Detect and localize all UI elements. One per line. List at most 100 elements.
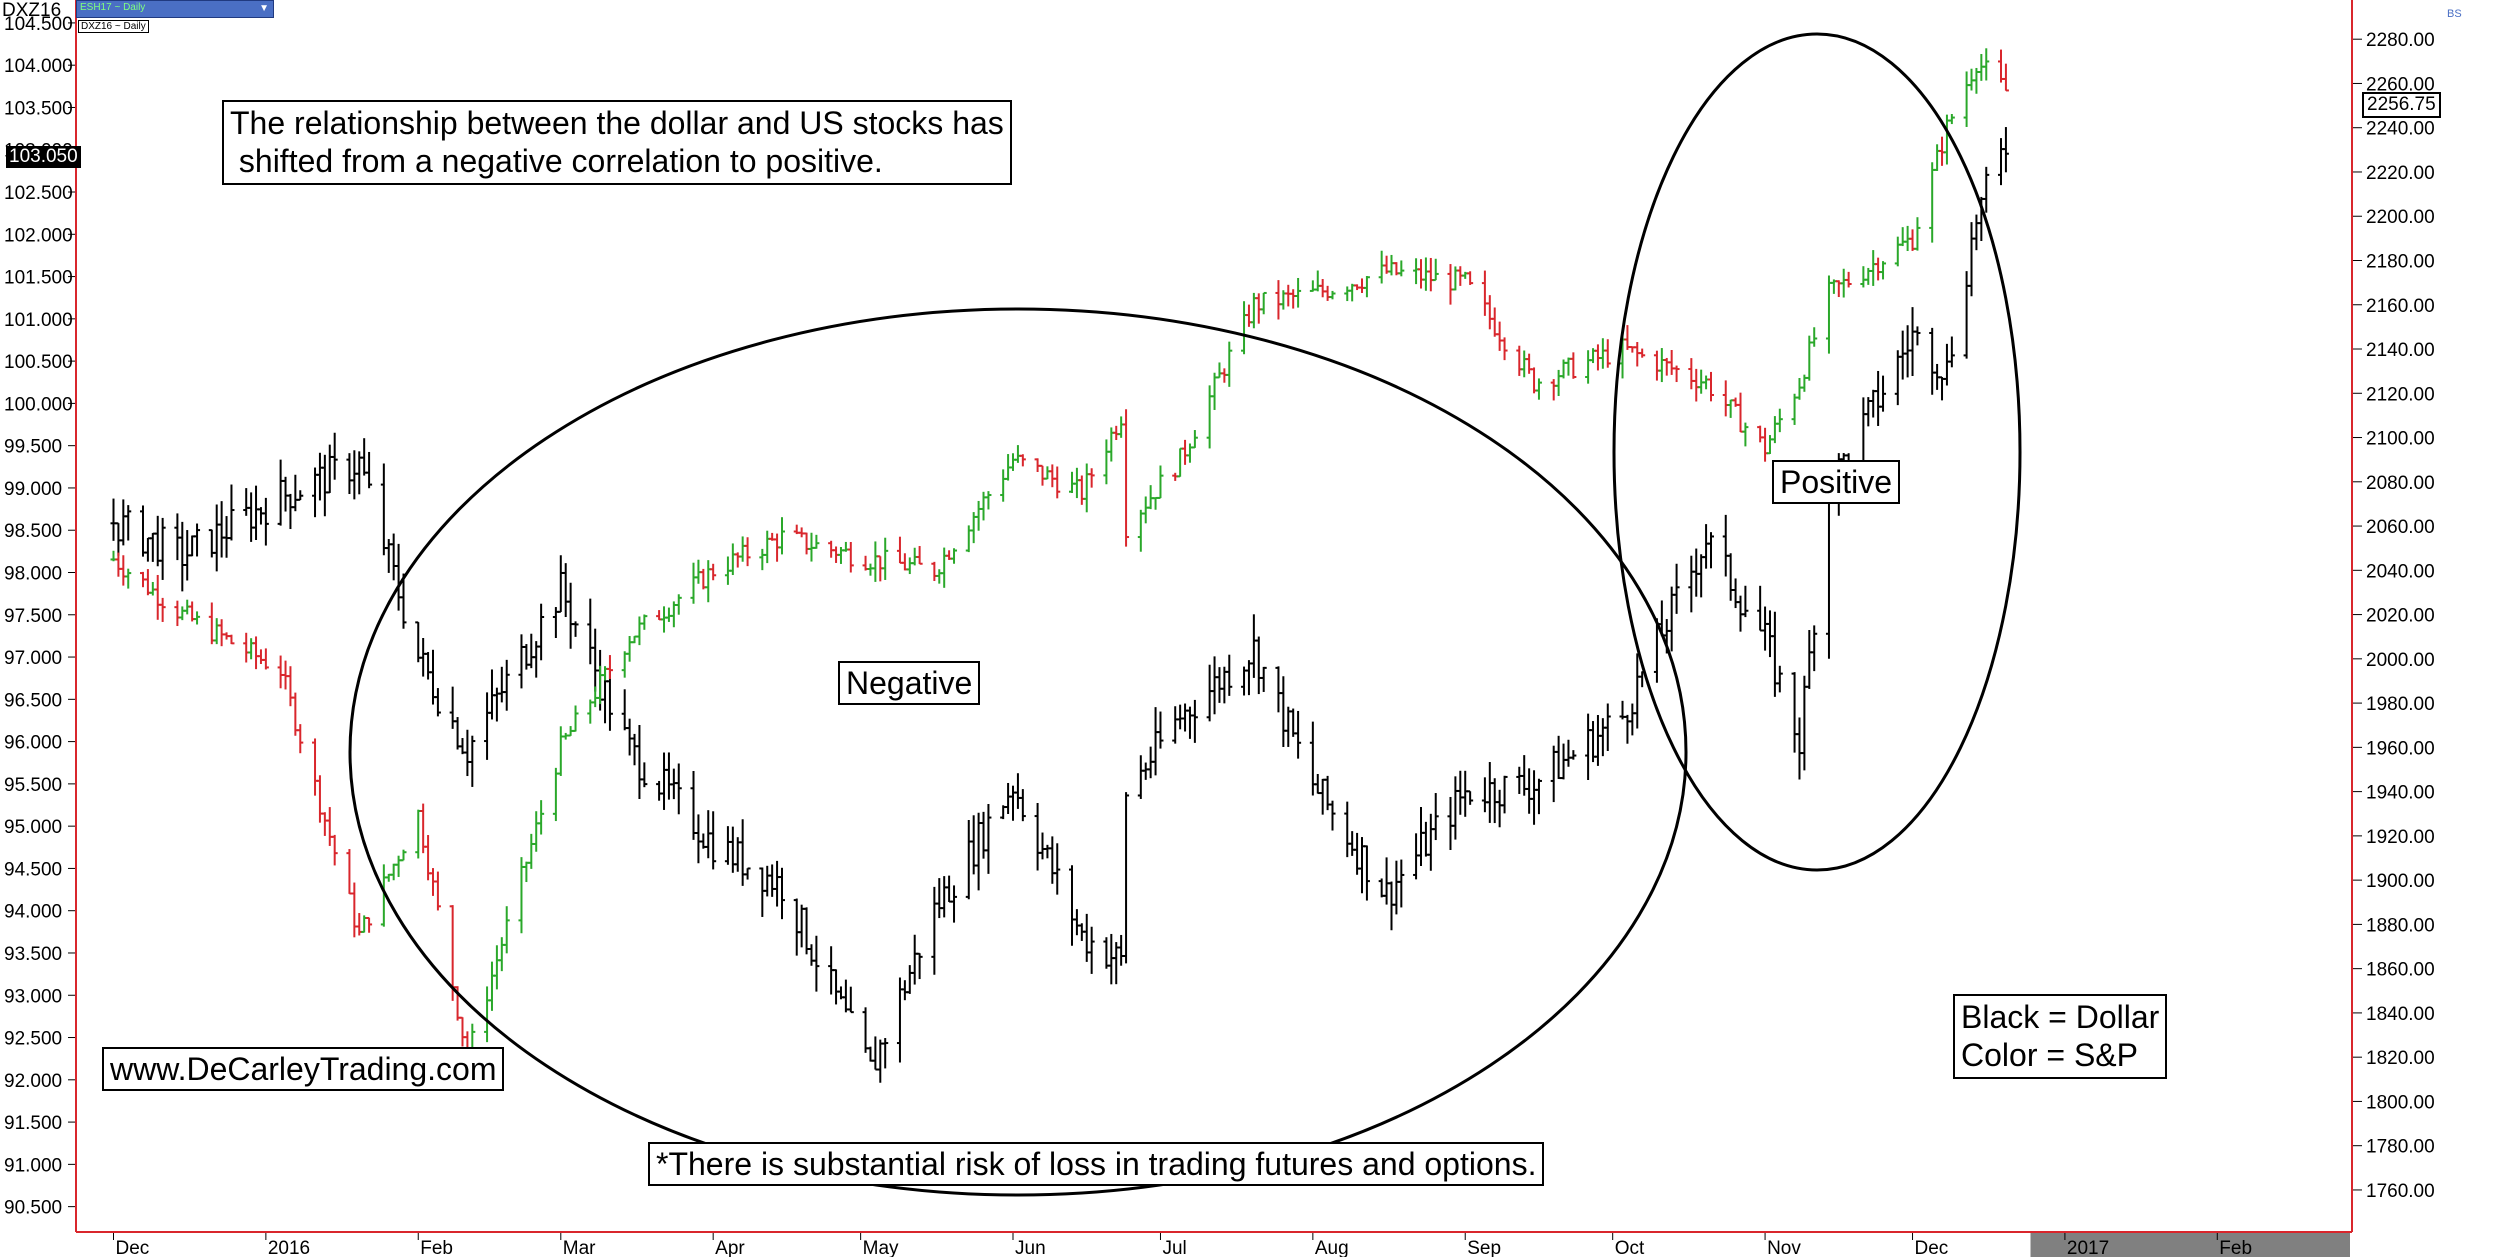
sp-bar <box>1634 342 1641 367</box>
dollar-bar <box>1177 704 1184 730</box>
dollar-bar <box>1629 703 1636 736</box>
dollar-bar <box>808 944 815 966</box>
right-tick-label: 2020.00 <box>2366 606 2435 627</box>
sp-bar <box>1295 277 1302 308</box>
dollar-bar <box>449 686 456 729</box>
corner-mark[interactable]: BS <box>2447 8 2462 20</box>
sp-bar <box>144 569 151 596</box>
dollar-bar <box>587 598 594 665</box>
headline-annotation: The relationship between the dollar and … <box>222 100 1012 185</box>
sp-bar <box>420 803 427 854</box>
dollar-bar <box>1811 625 1818 672</box>
highlight-circles <box>348 32 2022 1197</box>
sp-bar <box>592 686 599 708</box>
right-tick: 2120.00 <box>2352 384 2435 405</box>
sp-bar <box>813 534 820 549</box>
dollar-bar <box>606 669 613 731</box>
dollar-bar <box>1073 909 1080 936</box>
left-tick: 92.500 <box>4 1029 76 1050</box>
dollar-bar <box>1191 699 1198 743</box>
sp-bar <box>710 563 717 581</box>
dollar-bar <box>1019 789 1026 822</box>
sp-bar <box>493 945 500 990</box>
secondary-series-label[interactable]: DXZ16 ~ Daily <box>78 20 149 33</box>
dollar-bar <box>1624 714 1631 744</box>
dollar-bar <box>636 725 643 799</box>
sp-bar <box>1349 283 1356 302</box>
right-tick: 1820.00 <box>2352 1048 2435 1069</box>
dollar-bar <box>518 634 525 689</box>
sp-bar <box>316 775 323 823</box>
dollar-bar <box>248 492 255 542</box>
dollar-bars <box>110 127 2009 1083</box>
dollar-bar <box>1707 532 1714 569</box>
sp-bar <box>729 543 736 576</box>
x-tick-label: Jun <box>1015 1238 1046 1257</box>
sp-bar <box>1413 258 1420 285</box>
sp-bar <box>867 563 874 576</box>
sp-bar <box>1275 280 1282 320</box>
sp-bar <box>484 986 491 1043</box>
dollar-bar <box>218 501 225 558</box>
dollar-bar <box>1467 790 1474 805</box>
dollar-bar <box>1157 711 1164 749</box>
left-tick: 96.500 <box>4 690 76 711</box>
x-tick-label: Feb <box>420 1238 453 1257</box>
dollar-bar <box>316 452 323 501</box>
dollar-bar <box>1668 586 1675 652</box>
right-tick: 2000.00 <box>2352 650 2435 671</box>
sp-bar <box>1398 260 1405 277</box>
left-tick: 99.000 <box>4 479 76 500</box>
dollar-bar <box>911 934 918 985</box>
series-selector-dropdown[interactable]: ESH17 ~ Daily ▼ <box>76 0 274 18</box>
dollar-bar <box>1172 706 1179 744</box>
sp-bar <box>1521 350 1528 378</box>
left-price-axis[interactable]: 104.500104.000103.500103.000102.500102.0… <box>4 14 76 1219</box>
dollar-bar <box>882 1038 889 1069</box>
sp-bar <box>803 532 810 555</box>
dollar-bar <box>1599 718 1606 757</box>
sp-bar <box>1378 250 1385 284</box>
sp-bar <box>1939 136 1946 166</box>
dollar-bar <box>503 659 510 711</box>
dollar-bar <box>1983 166 1990 213</box>
left-tick-label: 98.500 <box>4 521 62 542</box>
left-tick: 92.000 <box>4 1071 76 1092</box>
dollar-bar <box>1427 813 1434 871</box>
dollar-bar <box>2002 127 2009 173</box>
dollar-bar <box>395 543 402 611</box>
sp-bar <box>1796 377 1803 400</box>
dollar-bar <box>690 770 697 840</box>
sp-bar <box>351 882 358 938</box>
dollar-bar <box>1806 630 1813 689</box>
chevron-down-icon[interactable]: ▼ <box>259 3 269 14</box>
dollar-bar <box>1555 735 1562 780</box>
sp-bar <box>641 614 648 630</box>
dollar-bar <box>390 533 397 581</box>
dollar-bar <box>213 504 220 572</box>
time-axis[interactable]: Dec 2016 Feb Mar Apr May Jun Jul Aug Sep Oct Nov Dec… <box>112 1232 2350 1257</box>
dollar-bar <box>656 780 663 801</box>
right-tick-label: 1940.00 <box>2366 783 2435 804</box>
dollar-bar <box>1550 745 1557 803</box>
sp-bar <box>778 517 785 555</box>
sp-bar <box>1123 409 1130 547</box>
sp-bar <box>1088 468 1095 488</box>
dollar-bar <box>420 637 427 677</box>
dollar-bar <box>528 633 535 669</box>
right-tick-label: 1880.00 <box>2366 915 2435 936</box>
dollar-bar <box>1142 762 1149 780</box>
sp-bar <box>1943 114 1950 165</box>
left-tick-label: 104.500 <box>4 14 73 35</box>
sp-bar <box>208 602 215 645</box>
sp-bar <box>366 917 373 933</box>
right-tick: 1940.00 <box>2352 783 2435 804</box>
right-price-axis[interactable]: 2280.00 2260.00 2240.00 2220.00 2200.00 2180.… <box>2352 30 2435 1202</box>
left-tick-label: 99.500 <box>4 437 62 458</box>
right-tick-label: 2200.00 <box>2366 207 2435 228</box>
right-tick: 1920.00 <box>2352 827 2435 848</box>
sp-bar <box>626 635 633 662</box>
sp-bar <box>1039 464 1046 486</box>
sp-bar <box>606 655 613 679</box>
symbol-label[interactable]: DXZ16 <box>2 0 62 21</box>
